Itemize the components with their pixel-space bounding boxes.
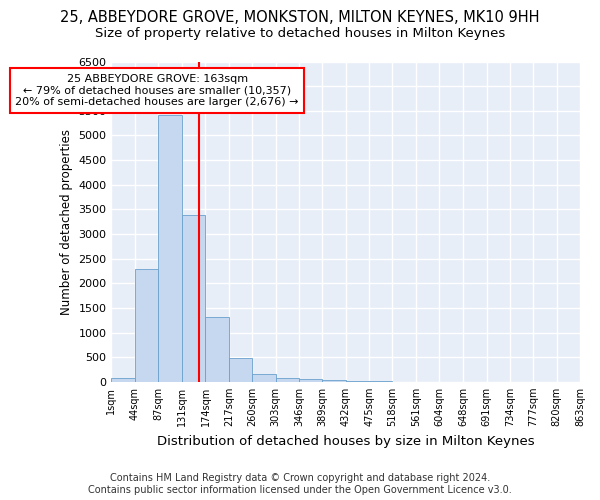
Bar [158, 114, 182, 382]
Bar [229, 358, 252, 382]
Bar [346, 381, 369, 382]
Bar [252, 374, 275, 382]
X-axis label: Distribution of detached houses by size in Milton Keynes: Distribution of detached houses by size … [157, 434, 535, 448]
Bar [205, 318, 229, 382]
Text: Size of property relative to detached houses in Milton Keynes: Size of property relative to detached ho… [95, 28, 505, 40]
Bar [299, 380, 322, 382]
Bar [135, 270, 158, 382]
Bar [275, 378, 299, 382]
Text: Contains HM Land Registry data © Crown copyright and database right 2024.
Contai: Contains HM Land Registry data © Crown c… [88, 474, 512, 495]
Bar [322, 380, 346, 382]
Text: 25 ABBEYDORE GROVE: 163sqm
← 79% of detached houses are smaller (10,357)
20% of : 25 ABBEYDORE GROVE: 163sqm ← 79% of deta… [16, 74, 299, 107]
Bar [182, 215, 205, 382]
Text: 25, ABBEYDORE GROVE, MONKSTON, MILTON KEYNES, MK10 9HH: 25, ABBEYDORE GROVE, MONKSTON, MILTON KE… [60, 10, 540, 25]
Bar [112, 378, 135, 382]
Y-axis label: Number of detached properties: Number of detached properties [60, 128, 73, 314]
